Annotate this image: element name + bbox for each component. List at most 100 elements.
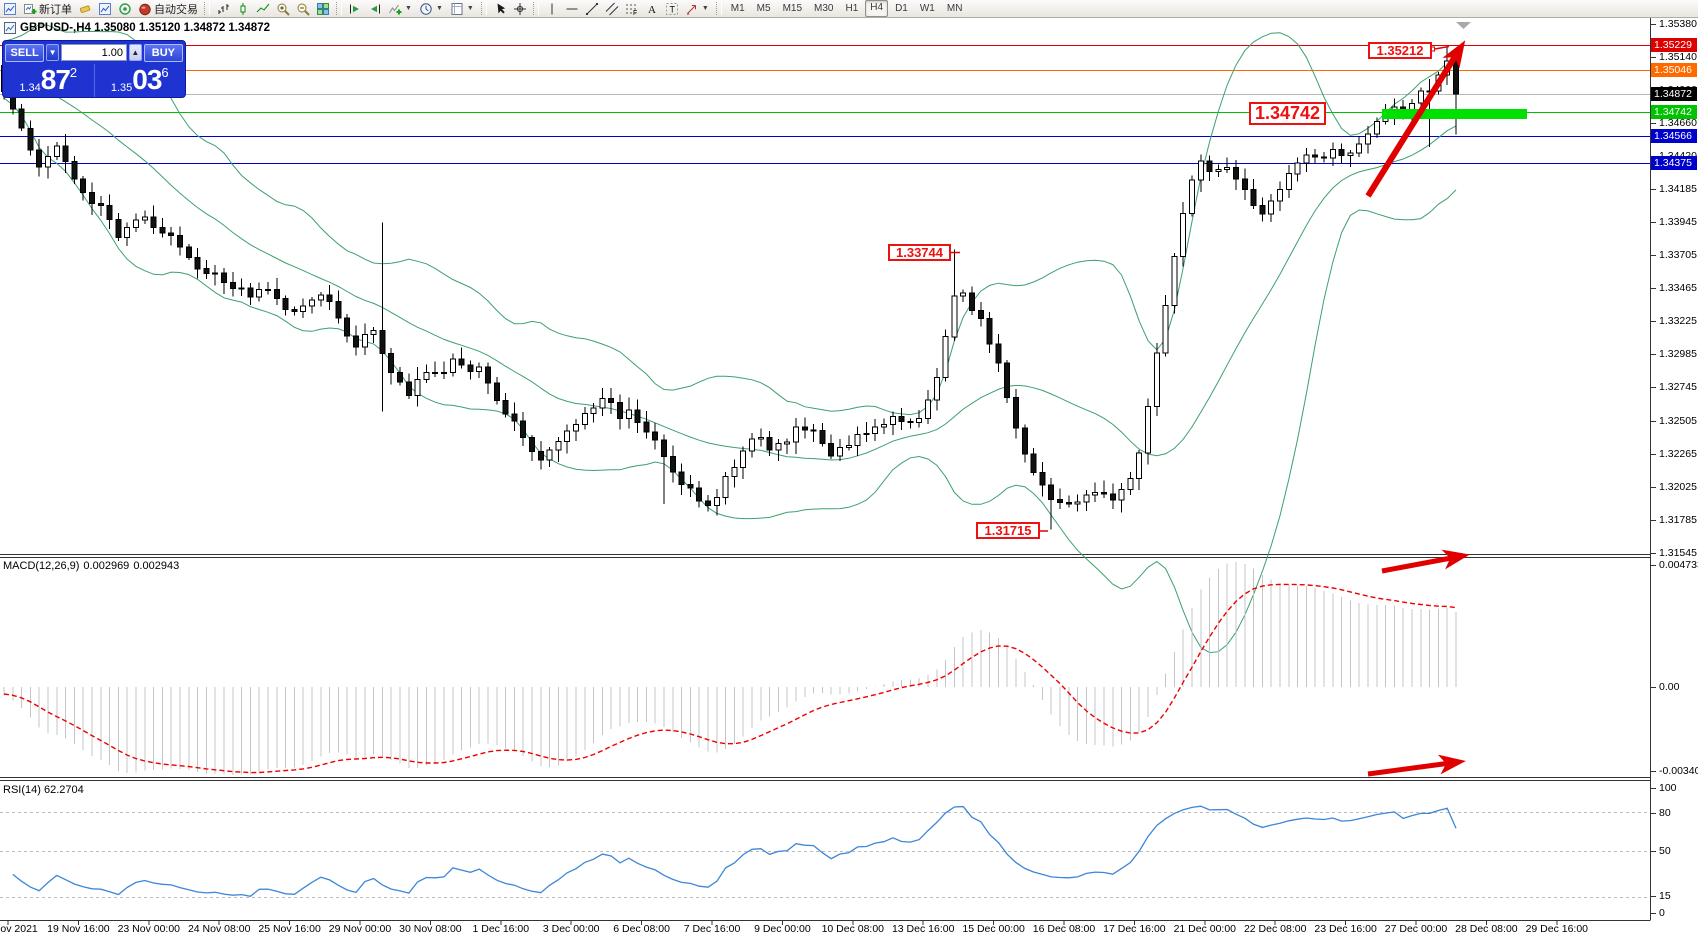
timeframe-d1-button[interactable]: D1 [895, 3, 908, 14]
spin-up-icon: ▲ [131, 47, 140, 57]
price-annotation-1.35212[interactable]: 1.35212 [1368, 42, 1432, 59]
bar-chart-type-button[interactable] [213, 1, 233, 17]
price-axis-tick: 1.31545 [1659, 547, 1697, 559]
price-annotation-1.31715[interactable]: 1.31715 [976, 522, 1040, 539]
vertical-line-tool-button[interactable] [542, 1, 562, 17]
label-t-icon: T [665, 2, 679, 16]
tile-windows-button[interactable] [313, 1, 333, 17]
rsi-line [12, 805, 1457, 897]
dropdown-caret-icon: ▼ [435, 5, 443, 12]
rsi-axis-tick: 100 [1659, 782, 1677, 794]
macd-axis-tick: 0.00 [1659, 681, 1680, 693]
add-indicator-button[interactable]: ▼ [385, 1, 416, 17]
volume-increase-button[interactable]: ▲ [129, 44, 142, 61]
buy-price-quote[interactable]: 1.35 03 6 [97, 63, 184, 98]
price-axis-tick: 1.33465 [1659, 282, 1697, 295]
svg-text:T: T [669, 4, 675, 14]
price-annotation-1.33744[interactable]: 1.33744 [888, 244, 951, 261]
market-watch-button[interactable] [95, 1, 115, 17]
eraser-button[interactable] [75, 1, 95, 17]
price-axis-tick: 1.32745 [1659, 381, 1697, 394]
timeframe-h4-button[interactable]: H4 [865, 0, 889, 17]
macd-axis-tick: -0.003403 [1659, 765, 1698, 777]
candlestick-series [1, 47, 1459, 530]
time-axis-label: 10 Dec 08:00 [821, 923, 885, 933]
shift-end-icon [368, 2, 382, 16]
periodicity-button[interactable]: ▼ [416, 1, 447, 17]
indicator-add-icon [388, 2, 402, 16]
text-tool-button[interactable]: A [642, 1, 662, 17]
sell-price-quote[interactable]: 1.34 87 2 [5, 63, 92, 98]
one-click-trading-panel[interactable]: SELL ▼ ▲ BUY 1.34 87 2 1.35 03 6 [2, 40, 186, 98]
arrows-tool-button[interactable]: ▼ [682, 1, 713, 17]
fibo-icon: F [625, 2, 639, 16]
timeframe-m30-button[interactable]: M30 [814, 3, 834, 14]
fibonacci-tool-button[interactable]: F [622, 1, 642, 17]
bars-type-icon [216, 2, 230, 16]
cursor-icon [493, 2, 507, 16]
chart-shift-button[interactable] [345, 1, 365, 17]
timeframe-mn-button[interactable]: MN [946, 3, 963, 14]
price-badge-1.34872: 1.34872 [1651, 87, 1697, 102]
price-divider [93, 64, 95, 97]
toolbar-separator [480, 2, 487, 15]
channel-tool-button[interactable] [602, 1, 622, 17]
eraser-icon [78, 2, 92, 16]
timeframe-m5-button[interactable]: M5 [756, 3, 771, 14]
cursor-tool-button[interactable] [490, 1, 510, 17]
label-tool-button[interactable]: T [662, 1, 682, 17]
zoom-out-icon [296, 2, 310, 16]
timeframe-m1-button[interactable]: M1 [730, 3, 745, 14]
price-axis-tick: 1.34185 [1659, 182, 1697, 195]
price-axis-tick: 1.35140 [1659, 51, 1697, 64]
text-a-icon: A [645, 2, 659, 16]
blue-chart-icon [98, 2, 112, 16]
autotrading-button[interactable]: 自动交易 [135, 1, 201, 17]
time-axis-label: 29 Nov 00:00 [328, 923, 392, 933]
trend-arrow-macd[interactable] [1381, 549, 1470, 574]
time-axis-label: 21 Dec 00:00 [1173, 923, 1237, 933]
rsi-level-lines [0, 812, 1650, 898]
auto-scroll-button[interactable] [365, 1, 385, 17]
sell-button[interactable]: SELL [5, 43, 45, 62]
line-type-icon [256, 2, 270, 16]
time-axis-label: 18 Nov 2021 [0, 923, 38, 933]
blue-chart-icon [3, 2, 17, 16]
chart-window-button[interactable] [0, 1, 20, 17]
time-axis-label: 15 Dec 00:00 [962, 923, 1025, 933]
volume-decrease-button[interactable]: ▼ [46, 44, 59, 61]
price-axis-tick: 1.33225 [1659, 315, 1697, 328]
trend-arrow-price[interactable] [1365, 40, 1466, 198]
trend-arrow-rsi[interactable] [1367, 754, 1466, 777]
time-axis-label: 27 Dec 00:00 [1384, 923, 1448, 933]
price-axis-tick: 1.33945 [1659, 215, 1697, 228]
price-badge-1.34375: 1.34375 [1651, 155, 1697, 170]
chart-window-icon [4, 22, 16, 34]
support-zone-bar[interactable] [1382, 109, 1527, 119]
bollinger-bands [3, 24, 1457, 654]
timeframe-h1-button[interactable]: H1 [845, 3, 859, 14]
zoom-in-button[interactable] [273, 1, 293, 17]
timeframe-m15-button[interactable]: M15 [782, 3, 803, 14]
timeframe-w1-button[interactable]: W1 [919, 3, 935, 14]
vline-icon [545, 2, 559, 16]
time-axis-label: 22 Dec 08:00 [1243, 923, 1307, 933]
rsi-axis-tick: 0 [1659, 907, 1665, 919]
volume-input[interactable] [61, 44, 127, 61]
price-annotation-1.34742[interactable]: 1.34742 [1249, 102, 1326, 125]
horizontal-line-tool-button[interactable] [562, 1, 582, 17]
crosshair-tool-button[interactable] [510, 1, 530, 17]
line-chart-type-button[interactable] [253, 1, 273, 17]
buy-button[interactable]: BUY [143, 43, 183, 62]
rsi-indicator-label: RSI(14) 62.2704 [3, 784, 84, 796]
trendline-tool-button[interactable] [582, 1, 602, 17]
dropdown-caret-icon: ▼ [405, 5, 412, 12]
price-badge-1.34742: 1.34742 [1651, 105, 1697, 119]
signal-button[interactable] [115, 1, 135, 17]
templates-button[interactable]: ▼ [447, 1, 478, 17]
buy-price-pip: 6 [161, 65, 169, 80]
new-order-button[interactable]: 新订单 [20, 1, 75, 17]
candlestick-type-button[interactable] [233, 1, 253, 17]
zoom-out-button[interactable] [293, 1, 313, 17]
